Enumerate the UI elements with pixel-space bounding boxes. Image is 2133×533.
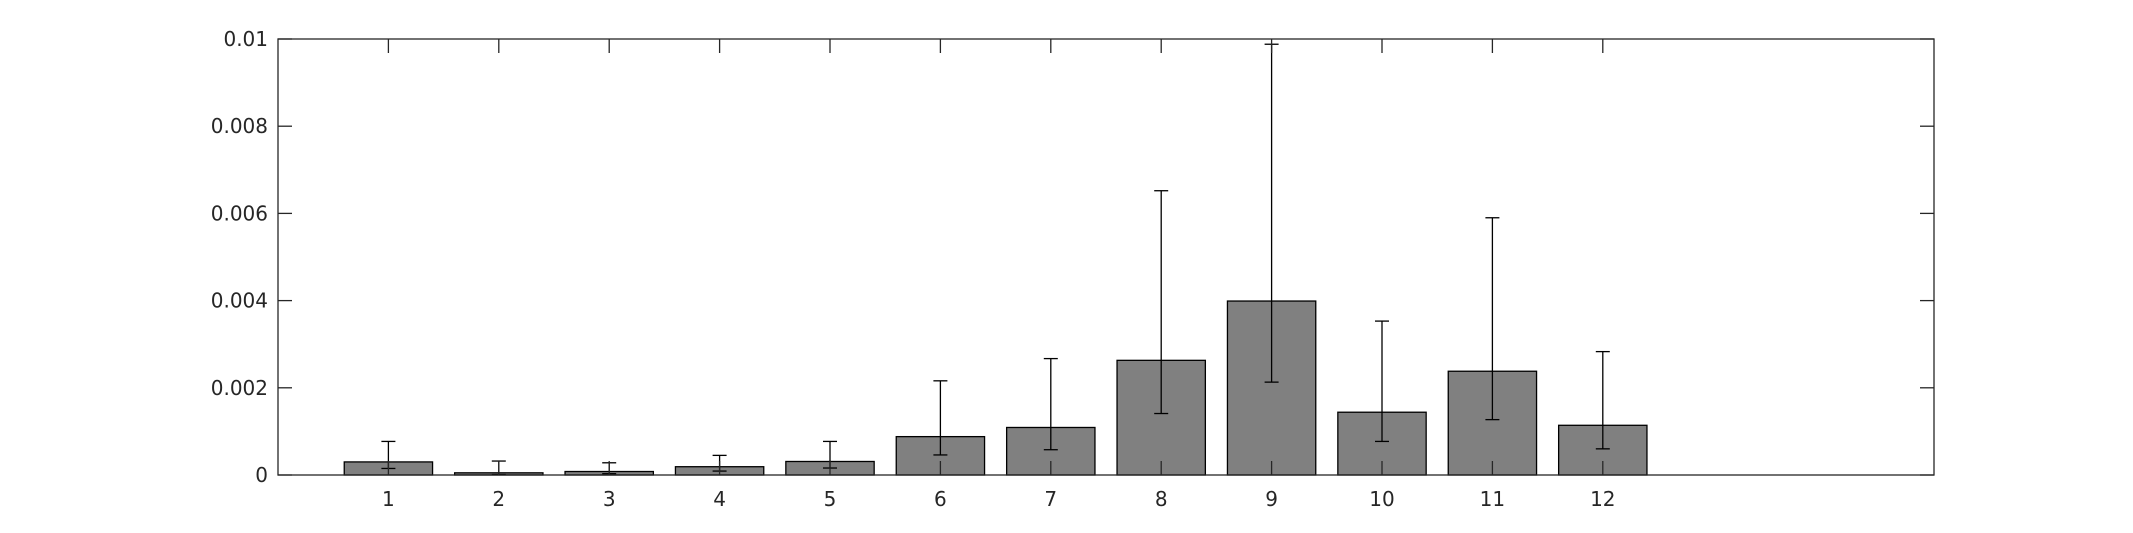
x-tick: 11 [1480,39,1505,511]
y-axis-ticks: 0 0.002 0.004 0.006 0.008 0.01 [211,27,1934,487]
x-tick-label: 8 [1155,487,1168,511]
x-tick: 2 [492,39,505,511]
error-bar-10 [1375,320,1389,443]
y-tick: 0.002 [211,376,1934,400]
x-tick-label: 6 [934,487,947,511]
x-tick: 4 [713,39,726,511]
x-tick-label: 1 [382,487,395,511]
error-bar-12 [1595,350,1610,450]
x-tick: 8 [1155,39,1168,511]
y-tick: 0.008 [211,114,1934,138]
x-tick-label: 5 [824,487,837,511]
y-tick-label: 0.01 [223,27,268,51]
y-tick-label: 0.006 [211,201,268,225]
x-tick: 3 [603,39,616,511]
y-tick: 0.004 [211,289,1934,313]
x-tick-label: 3 [603,487,616,511]
x-tick: 10 [1369,39,1395,511]
y-tick: 0 [255,463,1934,487]
x-tick: 12 [1590,39,1616,511]
x-axis-ticks: 1 2 3 4 5 6 7 8 9 10 11 12 [382,39,1616,511]
x-tick: 9 [1265,39,1278,511]
y-tick-label: 0.004 [211,289,268,313]
x-tick-label: 9 [1265,487,1278,511]
x-tick: 7 [1044,39,1057,511]
x-tick-label: 10 [1369,487,1394,511]
x-tick-label: 7 [1044,487,1057,511]
x-tick-label: 4 [713,487,726,511]
axes-box [277,38,1935,476]
x-tick-label: 12 [1590,487,1615,511]
error-bar-6 [933,380,948,456]
y-tick-label: 0.002 [211,376,268,400]
error-bar-11 [1485,217,1500,421]
y-tick: 0.01 [223,27,1934,51]
x-tick: 6 [934,39,947,511]
y-tick: 0.006 [211,201,1934,225]
error-bar-7 [1043,357,1058,451]
y-tick-label: 0.008 [211,114,268,138]
x-tick: 1 [382,39,395,511]
x-tick-label: 2 [492,487,505,511]
x-tick-label: 11 [1480,487,1505,511]
y-tick-label: 0 [255,463,268,487]
x-tick: 5 [824,39,837,511]
error-bar-8 [1154,190,1169,415]
